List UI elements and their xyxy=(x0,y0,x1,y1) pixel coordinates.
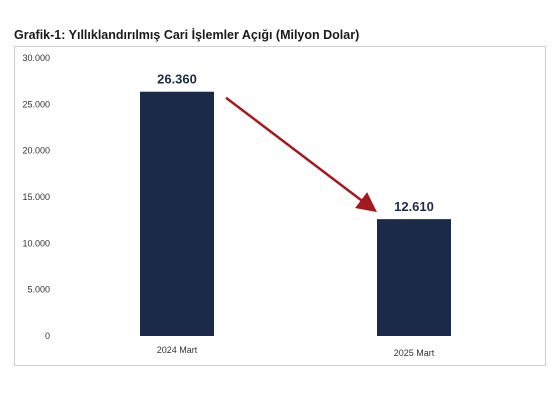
y-tick-label: 10.000 xyxy=(22,238,50,248)
y-tick-label: 15.000 xyxy=(22,192,50,202)
bar-1 xyxy=(140,91,214,336)
y-tick-label: 25.000 xyxy=(22,99,50,109)
category-label: 2024 Mart xyxy=(157,345,198,355)
bar-2 xyxy=(377,219,451,336)
data-label: 12.610 xyxy=(394,199,434,214)
chart-title: Grafik-1: Yıllıklandırılmış Cari İşlemle… xyxy=(14,28,360,42)
category-label: 2025 Mart xyxy=(394,348,435,358)
chart-frame xyxy=(14,46,546,366)
trend-arrow xyxy=(225,96,377,213)
data-label: 26.360 xyxy=(157,72,197,87)
y-tick-label: 0 xyxy=(45,331,50,341)
y-tick-label: 5.000 xyxy=(27,285,50,295)
y-tick-label: 30.000 xyxy=(22,53,50,63)
y-tick-label: 20.000 xyxy=(22,146,50,156)
